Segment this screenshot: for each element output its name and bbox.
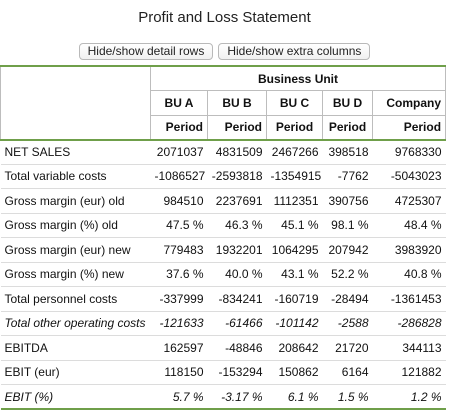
table-row: Gross margin (%) old 47.5 % 46.3 % 45.1 % 98…: [0, 213, 446, 238]
value-cell: 21720: [322, 335, 373, 361]
value-cell: 4831509: [207, 138, 267, 165]
table-row: Gross margin (eur) new 779483 1932201 10642…: [0, 237, 446, 263]
value-cell: -101142: [266, 311, 323, 336]
value-cell: -5043023: [372, 164, 446, 189]
value-cell: 48.4 %: [372, 213, 446, 238]
value-cell: 344113: [372, 335, 446, 361]
value-cell: -48846: [207, 335, 267, 361]
value-cell: -28494: [322, 286, 373, 312]
value-cell: -7762: [322, 164, 373, 189]
table-row: NET SALES 2071037 4831509 2467266 398518 9768…: [0, 138, 446, 165]
value-cell: 5.7 %: [150, 384, 208, 410]
value-cell: 45.1 %: [266, 213, 323, 238]
value-cell: 398518: [322, 138, 373, 165]
value-cell: 4725307: [372, 188, 446, 214]
page-title: Profit and Loss Statement: [138, 9, 311, 26]
value-cell: -286828: [372, 311, 446, 336]
value-cell: 2071037: [150, 138, 208, 165]
value-cell: -153294: [207, 360, 267, 385]
toggle-extra-columns-button[interactable]: Hide/show extra columns: [218, 43, 371, 60]
value-cell: 40.8 %: [372, 262, 446, 287]
value-cell: 118150: [150, 360, 208, 385]
toggle-detail-rows-button[interactable]: Hide/show detail rows: [78, 43, 214, 60]
period-header: Period: [207, 115, 267, 140]
value-cell: 779483: [150, 237, 208, 263]
row-label: Gross margin (%) new: [0, 262, 151, 287]
value-cell: 37.6 %: [150, 262, 208, 287]
value-cell: 1.2 %: [372, 384, 446, 410]
table-row: Total personnel costs -337999 -834241 -1607…: [0, 286, 446, 312]
value-cell: -834241: [207, 286, 267, 312]
row-label: Total other operating costs: [0, 311, 151, 336]
value-cell: 150862: [266, 360, 323, 385]
value-cell: 984510: [150, 188, 208, 214]
value-cell: 3983920: [372, 237, 446, 263]
column-header-bu-d[interactable]: BU D: [322, 90, 373, 116]
value-cell: 207942: [322, 237, 373, 263]
period-header: Period: [322, 115, 373, 140]
row-label: EBIT (eur): [0, 360, 151, 385]
row-label: Gross margin (%) old: [0, 213, 151, 238]
value-cell: 2467266: [266, 138, 323, 165]
value-cell: 9768330: [372, 138, 446, 165]
row-label: EBIT (%): [0, 384, 151, 410]
value-cell: 98.1 %: [322, 213, 373, 238]
column-header-company[interactable]: Company: [372, 90, 447, 116]
value-cell: 1.5 %: [322, 384, 373, 410]
table-row: Total variable costs -1086527 -2593818 -135…: [0, 164, 446, 189]
table-row: Gross margin (eur) old 984510 2237691 11123…: [0, 188, 446, 214]
table-row: EBIT (%) 5.7 % -3.17 % 6.1 % 1.5 % 1.2 %: [0, 384, 446, 410]
pl-table: Business Unit BU A BU B BU C BU D Compan…: [0, 65, 447, 410]
business-unit-header: Business Unit: [150, 65, 447, 91]
value-cell: -1354915: [266, 164, 323, 189]
value-cell: -2593818: [207, 164, 267, 189]
value-cell: -3.17 %: [207, 384, 267, 410]
table-row: Total other operating costs -121633 -61466…: [0, 311, 446, 336]
column-header-bu-c[interactable]: BU C: [266, 90, 323, 116]
value-cell: -61466: [207, 311, 267, 336]
period-header: Period: [150, 115, 208, 140]
value-cell: 43.1 %: [266, 262, 323, 287]
value-cell: 40.0 %: [207, 262, 267, 287]
value-cell: -121633: [150, 311, 208, 336]
value-cell: 47.5 %: [150, 213, 208, 238]
table-row: EBIT (eur) 118150 -153294 150862 6164 121882: [0, 360, 446, 385]
value-cell: -1361453: [372, 286, 446, 312]
period-header: Period: [266, 115, 323, 140]
row-label: Total personnel costs: [0, 286, 151, 312]
value-cell: -2588: [322, 311, 373, 336]
table-row: EBITDA 162597 -48846 208642 21720 344113: [0, 335, 446, 361]
value-cell: 390756: [322, 188, 373, 214]
header-corner-cell: [0, 65, 151, 140]
value-cell: -337999: [150, 286, 208, 312]
row-label: Gross margin (eur) old: [0, 188, 151, 214]
value-cell: 162597: [150, 335, 208, 361]
row-label: Total variable costs: [0, 164, 151, 189]
row-label: EBITDA: [0, 335, 151, 361]
value-cell: 2237691: [207, 188, 267, 214]
row-label: Gross margin (eur) new: [0, 237, 151, 263]
value-cell: 6164: [322, 360, 373, 385]
column-header-bu-b[interactable]: BU B: [207, 90, 267, 116]
value-cell: 52.2 %: [322, 262, 373, 287]
value-cell: -1086527: [150, 164, 208, 189]
value-cell: 208642: [266, 335, 323, 361]
value-cell: 1064295: [266, 237, 323, 263]
value-cell: 46.3 %: [207, 213, 267, 238]
column-header-bu-a[interactable]: BU A: [150, 90, 208, 116]
value-cell: -160719: [266, 286, 323, 312]
value-cell: 121882: [372, 360, 446, 385]
table-row: Gross margin (%) new 37.6 % 40.0 % 43.1 % 52…: [0, 262, 446, 287]
row-label: NET SALES: [0, 138, 151, 165]
value-cell: 1932201: [207, 237, 267, 263]
toolbar: Hide/show detail rows Hide/show extra co…: [0, 43, 449, 60]
period-header: Period: [372, 115, 447, 140]
value-cell: 6.1 %: [266, 384, 323, 410]
value-cell: 1112351: [266, 188, 323, 214]
